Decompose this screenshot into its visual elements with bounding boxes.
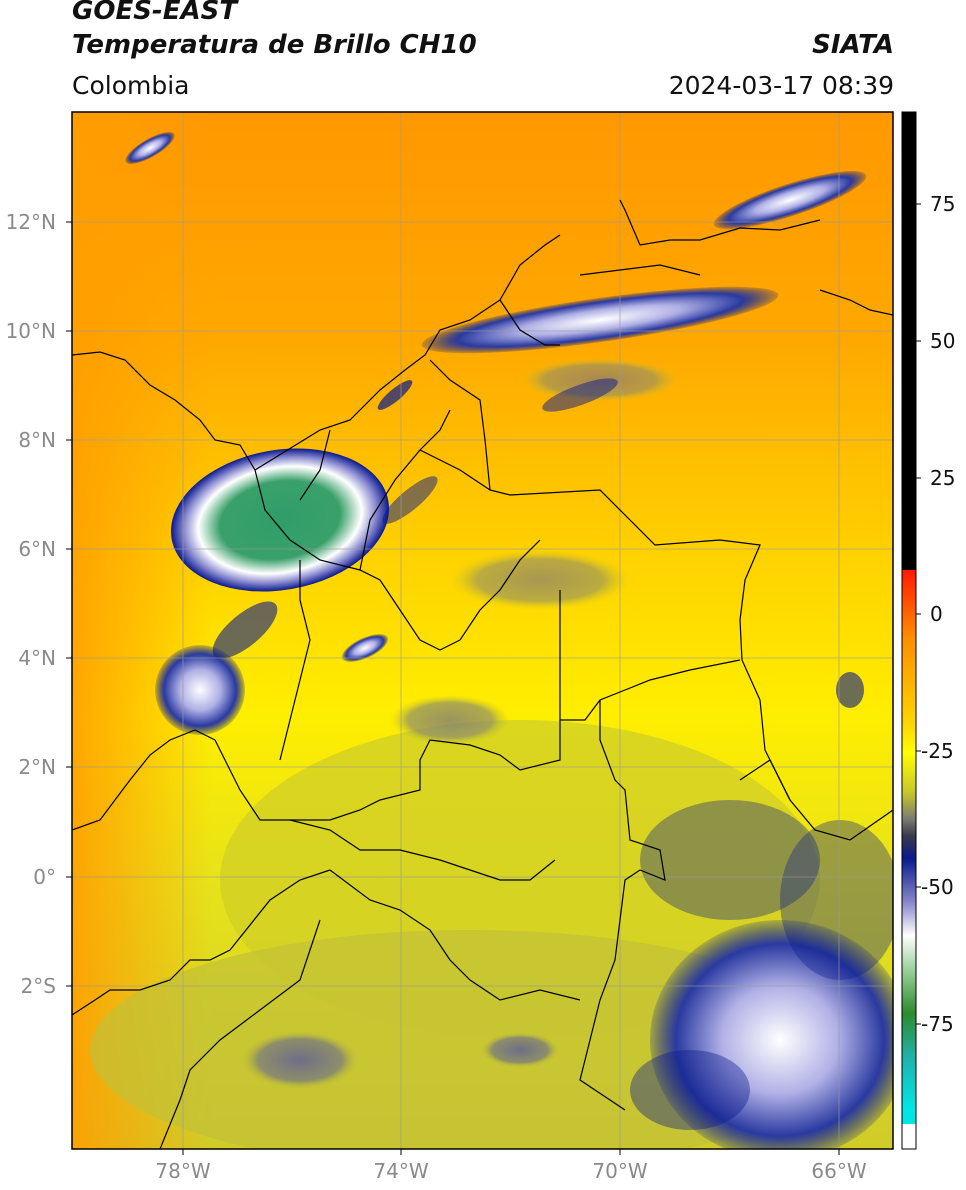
colorbar-label-minus75: -75 <box>921 1012 954 1036</box>
lat-label-6n: 6°N <box>18 537 56 561</box>
product-title: Temperatura de Brillo CH10 <box>72 30 477 60</box>
colorbar-label-25: 25 <box>930 466 956 490</box>
lat-label-4n: 4°N <box>18 646 56 670</box>
colorbar-label-75: 75 <box>930 192 956 216</box>
satellite-title: GOES-EAST <box>72 0 238 26</box>
colorbar-black-segment <box>902 112 916 570</box>
colorbar-white-segment <box>902 1124 916 1149</box>
agency-label: SIATA <box>812 30 894 60</box>
country-borders <box>72 199 893 1149</box>
colorbar <box>901 111 921 1150</box>
colorbar-label-minus25: -25 <box>921 739 954 763</box>
lat-label-2s: 2°S <box>20 974 56 998</box>
brightness-temperature-field <box>72 112 893 1149</box>
map-frame <box>71 111 894 1150</box>
colorbar-label-0: 0 <box>930 602 943 626</box>
lon-label-74w: 74°W <box>373 1159 429 1183</box>
lat-label-12n: 12°N <box>5 210 56 234</box>
colorbar-label-50: 50 <box>930 329 956 353</box>
lat-label-10n: 10°N <box>5 319 56 343</box>
lon-label-70w: 70°W <box>592 1159 648 1183</box>
lon-label-78w: 78°W <box>155 1159 211 1183</box>
lat-label-2n: 2°N <box>18 755 56 779</box>
lat-label-0: 0° <box>33 865 56 889</box>
timestamp-label: 2024-03-17 08:39 <box>668 71 894 100</box>
lat-label-8n: 8°N <box>18 428 56 452</box>
lon-label-66w: 66°W <box>811 1159 867 1183</box>
colorbar-label-minus50: -50 <box>921 875 954 899</box>
colorbar-gradient <box>902 570 916 1124</box>
region-label: Colombia <box>72 71 190 100</box>
